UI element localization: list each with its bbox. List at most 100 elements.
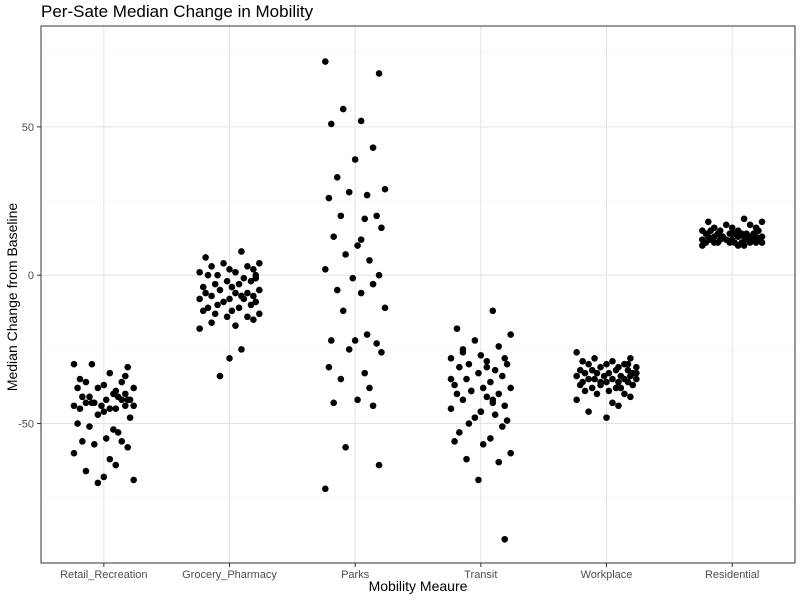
data-point xyxy=(228,307,236,315)
data-point xyxy=(214,271,221,279)
data-point xyxy=(588,366,596,374)
data-point xyxy=(232,322,239,329)
data-point xyxy=(609,375,616,383)
data-point xyxy=(196,268,203,276)
data-point xyxy=(471,337,479,344)
data-point xyxy=(369,402,377,410)
data-point xyxy=(250,292,257,300)
data-point xyxy=(585,360,592,368)
data-point xyxy=(211,280,219,288)
data-point xyxy=(483,357,491,365)
data-point xyxy=(235,304,243,312)
data-point xyxy=(373,212,380,220)
data-point xyxy=(576,381,584,389)
data-point xyxy=(102,435,110,442)
data-point xyxy=(463,375,470,383)
data-point xyxy=(250,265,257,273)
data-point xyxy=(106,405,114,413)
x-tick-label: Parks xyxy=(341,569,370,581)
data-point xyxy=(758,218,766,226)
data-point xyxy=(734,233,742,240)
data-point xyxy=(588,384,596,392)
data-point xyxy=(126,414,134,421)
data-point xyxy=(322,58,329,65)
data-point xyxy=(593,390,601,398)
data-point xyxy=(220,260,227,267)
data-point xyxy=(342,251,349,258)
data-point xyxy=(746,239,754,246)
data-point xyxy=(357,289,365,297)
data-point xyxy=(226,295,233,303)
data-point xyxy=(256,260,263,267)
data-point xyxy=(479,384,487,392)
data-point xyxy=(503,360,511,368)
data-point xyxy=(487,378,494,386)
x-tick-label: Grocery_Pharmacy xyxy=(182,569,277,581)
data-point xyxy=(722,221,730,229)
data-point xyxy=(507,331,514,338)
data-point xyxy=(487,435,494,442)
data-point xyxy=(100,408,108,415)
data-point xyxy=(118,438,126,445)
data-point xyxy=(202,289,209,297)
data-point xyxy=(591,354,598,362)
data-point xyxy=(369,144,377,151)
data-point xyxy=(130,384,137,392)
data-point xyxy=(252,298,260,306)
data-point xyxy=(615,378,622,386)
data-point xyxy=(357,117,365,125)
data-point xyxy=(453,390,461,398)
data-point xyxy=(114,429,122,436)
data-point xyxy=(327,120,335,128)
data-point xyxy=(202,254,209,261)
data-point xyxy=(82,378,90,386)
data-point xyxy=(322,265,329,273)
data-point xyxy=(106,369,114,377)
data-point xyxy=(463,455,470,463)
data-point xyxy=(746,221,754,229)
data-point xyxy=(110,426,117,433)
data-point xyxy=(226,354,233,362)
data-point xyxy=(381,304,389,312)
data-point xyxy=(633,369,640,377)
data-point xyxy=(477,352,485,359)
data-point xyxy=(74,420,81,427)
data-point xyxy=(244,313,251,321)
data-point xyxy=(495,458,503,466)
data-point xyxy=(499,372,506,380)
data-point xyxy=(250,316,257,324)
data-point xyxy=(489,307,497,315)
data-point xyxy=(591,375,598,383)
data-point xyxy=(573,396,580,404)
data-point xyxy=(629,381,637,389)
data-point xyxy=(76,375,84,383)
panel-border xyxy=(40,25,796,564)
y-tick-label: 0 xyxy=(28,270,34,282)
data-point xyxy=(585,408,592,415)
data-point xyxy=(70,449,78,457)
data-point xyxy=(124,363,132,371)
data-point xyxy=(247,301,255,309)
data-point xyxy=(366,384,373,392)
data-point xyxy=(456,363,463,371)
data-point xyxy=(256,310,263,318)
chart-title: Per-Sate Median Change in Mobility xyxy=(41,2,314,21)
data-point xyxy=(633,375,640,383)
x-axis-label: Mobility Meaure xyxy=(368,578,468,594)
data-point xyxy=(208,292,215,300)
data-point xyxy=(349,274,357,282)
data-point xyxy=(375,271,383,279)
data-point xyxy=(447,354,455,362)
data-point xyxy=(453,325,461,332)
data-point xyxy=(627,393,634,401)
data-point xyxy=(451,381,458,389)
data-point xyxy=(88,360,96,368)
data-point xyxy=(501,535,509,543)
data-point xyxy=(483,363,491,371)
data-point xyxy=(740,242,748,249)
data-point xyxy=(597,378,604,386)
data-point xyxy=(755,227,762,235)
data-point xyxy=(491,366,499,374)
data-point xyxy=(330,233,337,240)
